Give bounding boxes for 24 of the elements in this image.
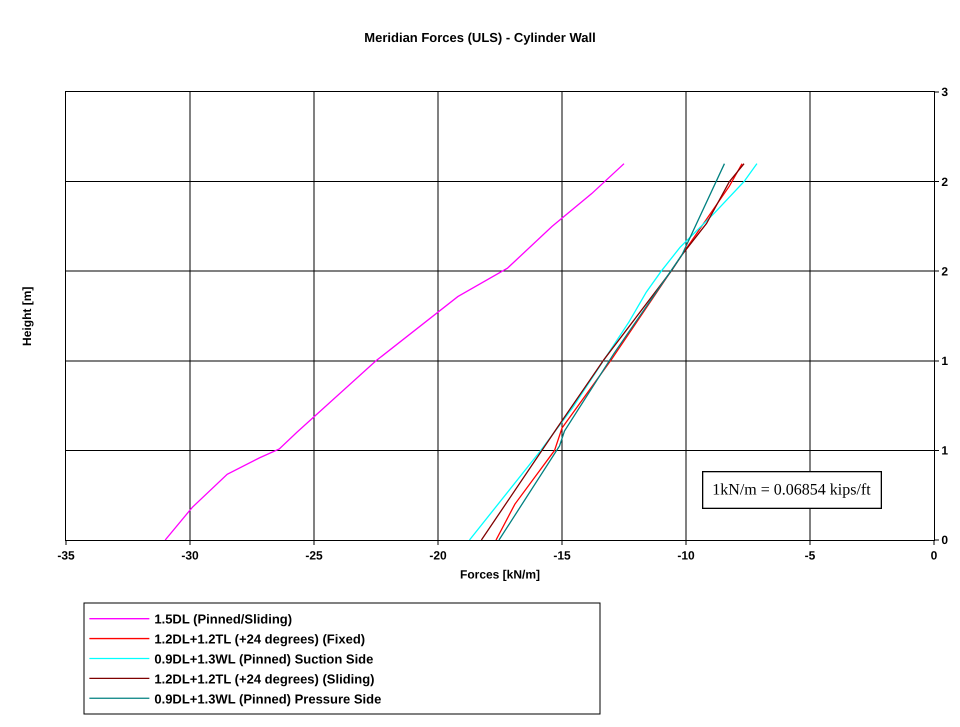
legend-label: 0.9DL+1.3WL (Pinned) Suction Side <box>154 652 374 667</box>
legend-label: 1.2DL+1.2TL (+24 degrees) (Fixed) <box>154 632 366 647</box>
x-tick-label: -15 <box>553 548 571 562</box>
chart-title: Meridian Forces (ULS) - Cylinder Wall <box>364 30 596 45</box>
y-axis-title: Height [m] <box>20 286 34 346</box>
y-tick-label: 1 <box>941 444 948 458</box>
legend-label: 1.5DL (Pinned/Sliding) <box>154 612 292 627</box>
legend-label: 0.9DL+1.3WL (Pinned) Pressure Side <box>154 691 382 706</box>
legend-label: 1.2DL+1.2TL (+24 degrees) (Sliding) <box>154 671 374 686</box>
x-tick-label: -25 <box>305 548 323 562</box>
annotation: 1kN/m = 0.06854 kips/ft <box>712 481 872 498</box>
x-tick-label: -20 <box>429 548 447 562</box>
y-tick-label: 2 <box>941 174 948 189</box>
x-tick-label: -35 <box>57 548 75 562</box>
y-tick-label: 2 <box>941 264 948 278</box>
y-tick-label: 3 <box>941 85 948 100</box>
y-tick-label: 0 <box>941 533 948 548</box>
x-tick-label: -30 <box>181 548 199 562</box>
y-tick-label: 1 <box>941 354 948 368</box>
x-tick-label: 0 <box>930 548 938 562</box>
x-tick-label: -5 <box>804 548 816 562</box>
line-series <box>164 163 625 540</box>
x-axis-title: Forces [kN/m] <box>460 567 540 582</box>
x-tick-label: -10 <box>677 548 695 562</box>
